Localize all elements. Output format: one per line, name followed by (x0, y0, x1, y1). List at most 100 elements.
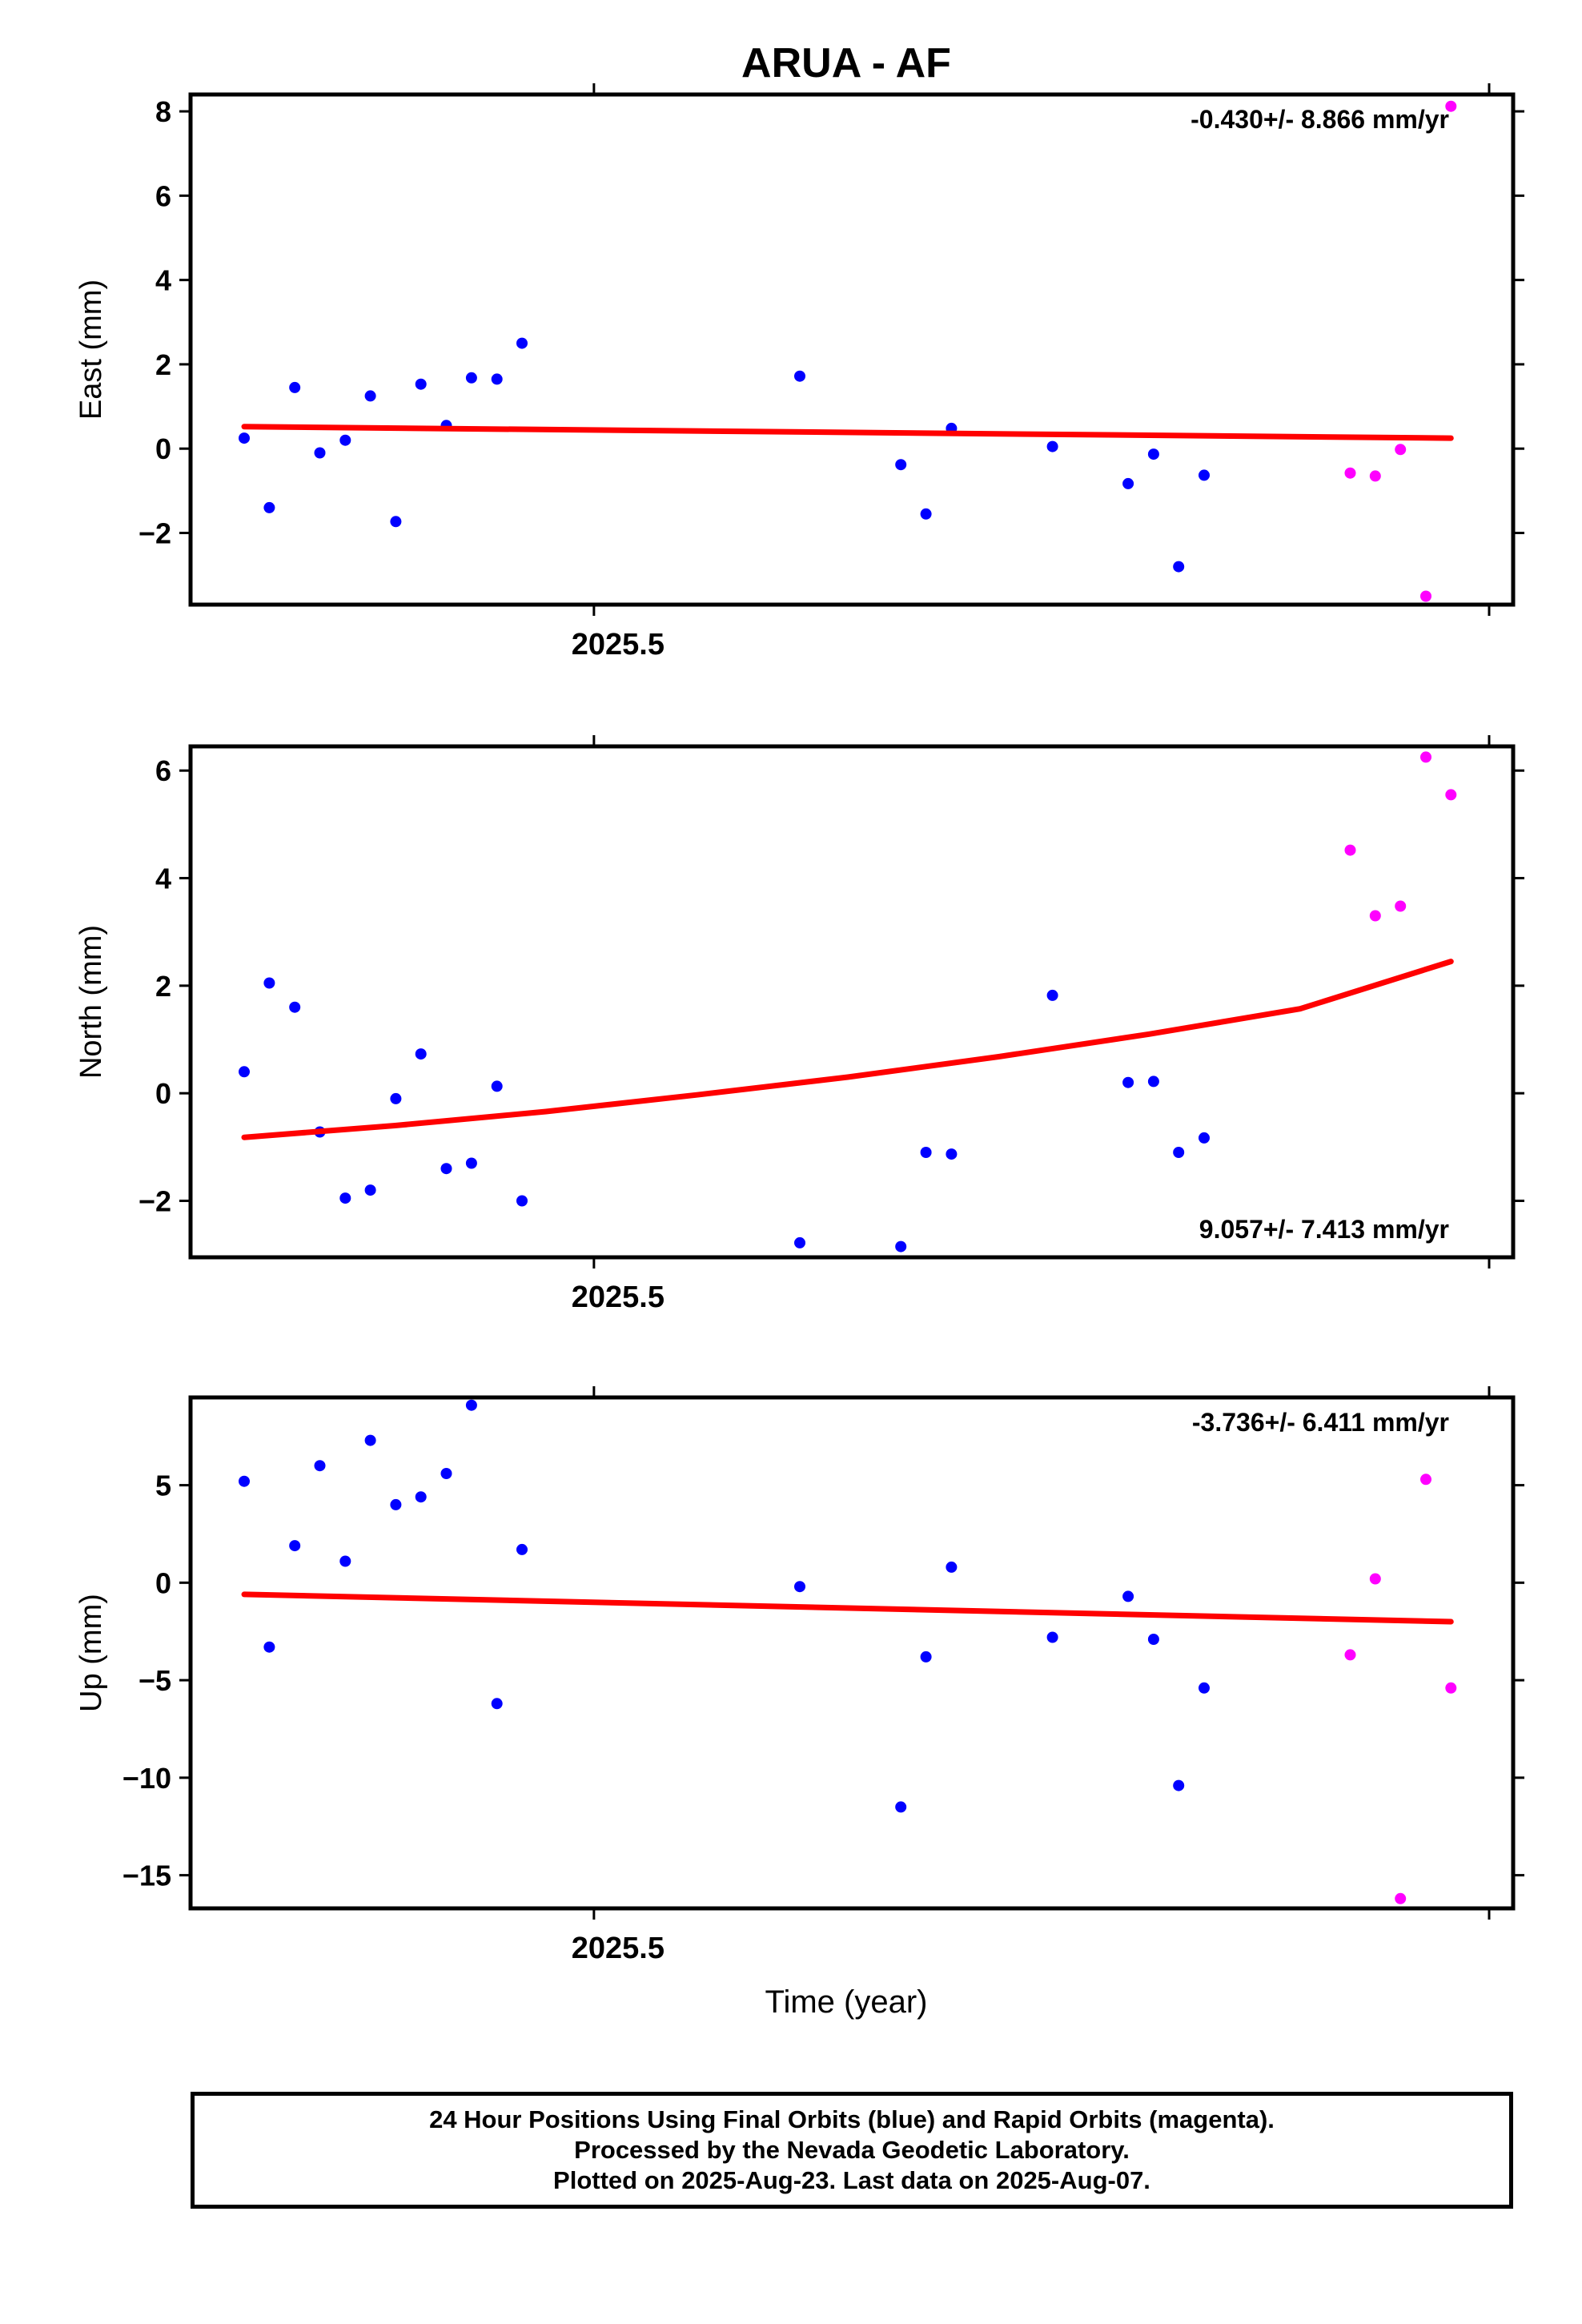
final-orbit-point (263, 501, 275, 513)
final-orbit-point (491, 1080, 503, 1092)
final-orbit-point (364, 390, 376, 402)
final-orbit-point (339, 1555, 351, 1567)
panel-up: −15 −10 −5 0 5 2025.5 Up (mm) Time (year) -3.736… (74, 1386, 1524, 2020)
final-orbit-point (1173, 1779, 1185, 1791)
final-orbit-point (1046, 1631, 1058, 1643)
footer-line-plotted: Plotted on 2025-Aug-23. Last data on 202… (553, 2166, 1150, 2194)
final-orbit-point (491, 1698, 503, 1710)
final-orbit-point (263, 977, 275, 989)
x-tick-label: 2025.5 (572, 628, 665, 661)
final-orbit-point (1046, 440, 1058, 452)
y-axis-label: East (mm) (74, 279, 108, 420)
rapid-orbit-point (1344, 1649, 1356, 1661)
final-orbit-point (263, 1641, 275, 1653)
final-orbit-point (1122, 1076, 1134, 1088)
final-orbit-point (516, 1543, 528, 1555)
y-axis-label: Up (mm) (74, 1594, 108, 1712)
final-orbit-point (946, 1561, 958, 1573)
final-orbit-point (1046, 989, 1058, 1001)
final-orbit-point (1147, 1076, 1159, 1088)
final-orbit-point (1147, 1634, 1159, 1645)
rate-label: -0.430+/- 8.866 mm/yr (1191, 105, 1449, 134)
y-tick-label: 0 (155, 1566, 171, 1599)
y-tick-label: 2 (155, 348, 171, 381)
footer-line-orbits: 24 Hour Positions Using Final Orbits (bl… (429, 2105, 1275, 2133)
y-tick-label: 8 (155, 95, 171, 128)
final-orbit-point (239, 432, 250, 444)
final-orbit-point (1122, 477, 1134, 489)
panel-east: −2 0 2 4 6 8 2025.5 East (mm) -0.430+/- 8.866 mm… (74, 83, 1524, 661)
final-orbit-point (289, 381, 301, 393)
y-tick-label: 6 (155, 754, 171, 787)
final-orbit-point (289, 1540, 301, 1552)
y-tick-label: 4 (155, 264, 171, 297)
y-tick-label: −15 (122, 1860, 171, 1892)
y-tick-label: −5 (139, 1664, 171, 1697)
rapid-orbit-point (1420, 1474, 1431, 1486)
rapid-orbit-point (1395, 444, 1407, 456)
rapid-orbit-point (1369, 910, 1381, 922)
y-axis-label: North (mm) (74, 925, 108, 1079)
x-tick-label: 2025.5 (572, 1932, 665, 1965)
rapid-orbit-point (1344, 844, 1356, 856)
final-orbit-point (465, 1157, 477, 1169)
final-orbit-point (465, 1399, 477, 1411)
rate-label: -3.736+/- 6.411 mm/yr (1192, 1408, 1449, 1437)
trend-line (241, 1591, 1454, 1625)
y-tick-label: −2 (139, 1184, 171, 1217)
rapid-orbit-point (1395, 1892, 1407, 1904)
final-orbit-point (491, 373, 503, 385)
final-orbit-point (1173, 1147, 1185, 1158)
rapid-orbit-point (1445, 1682, 1457, 1694)
y-tick-label: 0 (155, 1077, 171, 1110)
footer-caption: 24 Hour Positions Using Final Orbits (bl… (191, 2092, 1513, 2209)
figure-title: ARUA - AF (741, 40, 951, 86)
final-orbit-point (314, 447, 326, 459)
rapid-orbit-point (1369, 1573, 1381, 1585)
final-orbit-point (415, 1491, 427, 1503)
final-orbit-point (390, 516, 402, 528)
panel-frame (188, 92, 1516, 607)
final-orbit-point (920, 508, 932, 520)
final-orbit-point (465, 372, 477, 384)
y-tick-label: −2 (139, 517, 171, 550)
final-orbit-point (390, 1498, 402, 1510)
rate-label: 9.057+/- 7.413 mm/yr (1199, 1215, 1449, 1244)
final-orbit-point (1173, 561, 1185, 573)
final-orbit-point (895, 459, 907, 471)
final-orbit-point (920, 1147, 932, 1158)
final-orbit-point (364, 1434, 376, 1446)
rapid-orbit-point (1420, 590, 1431, 602)
y-tick-label: 4 (155, 862, 171, 895)
rapid-orbit-point (1445, 789, 1457, 801)
y-tick-label: 2 (155, 970, 171, 1003)
final-orbit-point (339, 434, 351, 446)
y-tick-label: 5 (155, 1470, 171, 1502)
panel-north: −2 0 2 4 6 2025.5 North (mm) 9.057+/- 7.413 mm/… (74, 735, 1524, 1314)
x-axis-label: Time (year) (765, 1984, 928, 2020)
final-orbit-point (794, 1581, 805, 1593)
final-orbit-point (415, 1048, 427, 1060)
final-orbit-point (1199, 1682, 1210, 1694)
final-orbit-point (516, 337, 528, 349)
final-orbit-point (1122, 1590, 1134, 1602)
final-orbit-point (895, 1240, 907, 1252)
final-orbit-point (239, 1066, 250, 1078)
rapid-orbit-point (1420, 751, 1431, 763)
final-orbit-point (895, 1801, 907, 1813)
y-tick-label: −10 (122, 1762, 171, 1795)
x-tick-label: 2025.5 (572, 1281, 665, 1314)
final-orbit-point (794, 1236, 805, 1248)
panel-frame (188, 744, 1516, 1260)
final-orbit-point (289, 1001, 301, 1013)
rapid-orbit-point (1445, 100, 1457, 112)
y-tick-label: 6 (155, 179, 171, 212)
final-orbit-point (440, 1163, 452, 1175)
trend-line (241, 424, 1454, 441)
rapid-orbit-point (1369, 470, 1381, 482)
final-orbit-point (794, 370, 805, 382)
final-orbit-point (1199, 1132, 1210, 1144)
panel-frame (188, 1395, 1516, 1911)
final-orbit-point (364, 1184, 376, 1196)
